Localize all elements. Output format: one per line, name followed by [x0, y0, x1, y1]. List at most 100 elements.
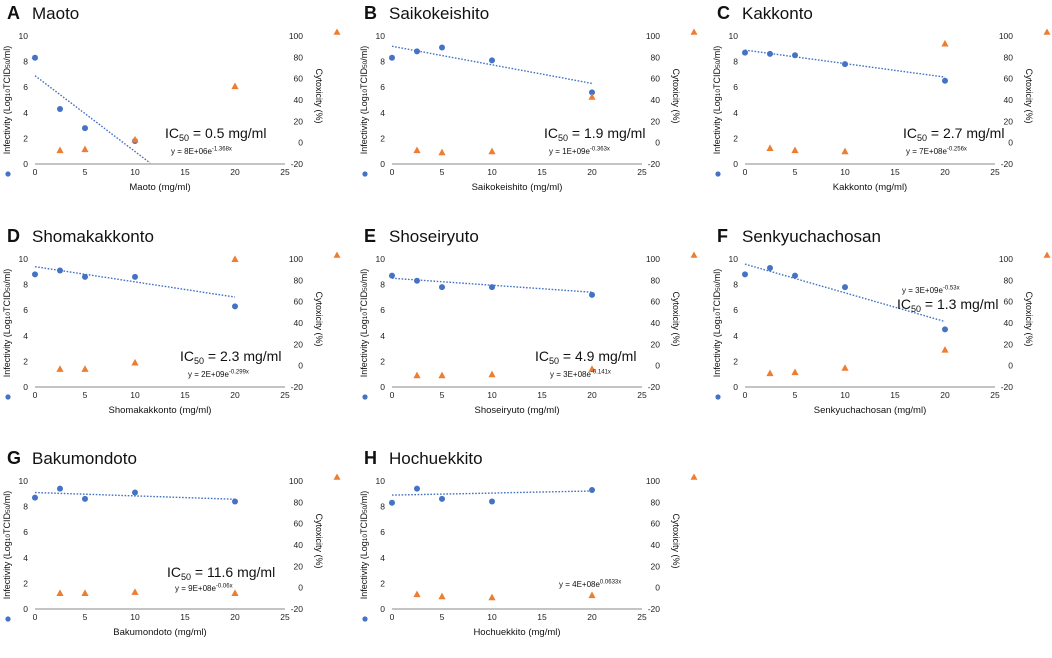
y-tick-label: 6 [380, 305, 385, 315]
y2-tick-label: 60 [651, 74, 661, 84]
y2-tick-label: 100 [646, 476, 660, 486]
y-tick-label: 6 [380, 82, 385, 92]
y2-tick-label: -20 [648, 382, 661, 392]
panel-letter: C [717, 3, 730, 23]
y-tick-label: 10 [376, 31, 386, 41]
cytotoxicity-point [766, 144, 774, 151]
triangle-marker-icon [1043, 251, 1051, 258]
y2-tick-label: 20 [294, 339, 304, 349]
x-tick-label: 0 [390, 167, 395, 177]
y-axis-label-part: Infectivity (Log [712, 319, 722, 377]
y-tick-label: 2 [23, 356, 28, 366]
y-axis-label-part: 50 [5, 505, 12, 513]
y2-tick-label: 40 [294, 540, 304, 550]
panel-letter: E [364, 226, 376, 246]
infectivity-point [439, 44, 445, 51]
infectivity-point [842, 284, 848, 291]
y2-tick-label: 20 [294, 561, 304, 571]
circle-marker-icon [362, 171, 368, 177]
y-tick-label: 4 [380, 553, 385, 563]
y2-tick-label: 0 [655, 138, 660, 148]
ic50-prefix: IC [897, 296, 911, 312]
infectivity-point [414, 48, 420, 55]
y2-tick-label: 80 [651, 497, 661, 507]
cytotoxicity-point [588, 93, 596, 100]
y-tick-label: 0 [380, 604, 385, 614]
x-axis-label: Saikokeishito (mg/ml) [472, 182, 563, 193]
y2-axis-label: Cytoxicity (%) [1024, 68, 1034, 123]
ic50-prefix: IC [167, 564, 181, 580]
ic50-prefix: IC [165, 125, 179, 141]
circle-marker-icon [362, 616, 368, 622]
y2-axis-label: Cytoxicity (%) [671, 68, 681, 123]
y2-tick-label: 60 [294, 519, 304, 529]
x-tick-label: 0 [390, 612, 395, 622]
cytotoxicity-point [413, 371, 421, 379]
x-tick-label: 5 [793, 167, 798, 177]
y-tick-label: 0 [380, 159, 385, 169]
triangle-marker-icon [1043, 28, 1051, 35]
y-axis-label-part: 50 [362, 283, 369, 291]
y2-tick-label: 0 [655, 583, 660, 593]
x-axis-label: Bakumondoto (mg/ml) [113, 627, 206, 638]
infectivity-point [57, 267, 63, 274]
y-tick-label: 0 [380, 382, 385, 392]
infectivity-point [439, 495, 445, 502]
y2-tick-label: 80 [1004, 275, 1014, 285]
y2-tick-label: 60 [1004, 74, 1014, 84]
x-axis-label: Shoseiryuto (mg/ml) [475, 405, 560, 416]
y-tick-label: 8 [23, 502, 28, 512]
y2-tick-label: 80 [294, 52, 304, 62]
infectivity-point [439, 284, 445, 291]
y-axis-label-part: Infectivity (Log [2, 96, 12, 154]
y-tick-label: 4 [733, 108, 738, 118]
y-tick-label: 6 [733, 82, 738, 92]
x-tick-label: 15 [537, 612, 547, 622]
x-tick-label: 10 [130, 390, 140, 400]
y-tick-label: 0 [23, 382, 28, 392]
cytotoxicity-point [841, 147, 849, 155]
y-axis-label-part: TCID [359, 512, 369, 533]
x-axis-label: Shomakakkonto (mg/ml) [109, 405, 212, 416]
trend-line [391, 45, 593, 85]
ic50-prefix: IC [535, 348, 549, 364]
infectivity-point [82, 125, 88, 132]
infectivity-point [489, 57, 495, 64]
x-axis-label: Hochuekkito (mg/ml) [473, 627, 560, 638]
fit-equation-base: y = 2E+09e [188, 370, 229, 379]
panel-title: Hochuekkito [389, 449, 483, 468]
infectivity-point [767, 264, 773, 271]
x-tick-label: 25 [280, 167, 290, 177]
cytotoxicity-point [791, 146, 799, 154]
x-tick-label: 0 [743, 167, 748, 177]
panel-d: D Shomakakkonto 0 2 4 6 8 10 -20 0 20 40 60 80 100 0 5 10… [2, 226, 341, 416]
y-axis-label-part: Infectivity (Log [359, 319, 369, 377]
y-tick-label: 8 [380, 57, 385, 67]
y-axis-label: Infectivity (Log10TCID50/ml) [712, 269, 722, 378]
panel-letter: F [717, 226, 728, 246]
ic50-prefix: IC [180, 348, 194, 364]
fit-equation: y = 3E+09e-0.53x [902, 286, 960, 296]
y-axis-label: Infectivity (Log10TCID50/ml) [359, 269, 369, 378]
fit-equation-base: y = 3E+08e [550, 370, 591, 379]
y-axis-label-part: 50 [362, 505, 369, 513]
y2-tick-label: 0 [298, 361, 303, 371]
infectivity-point [32, 54, 38, 61]
y-tick-label: 0 [23, 159, 28, 169]
y-tick-label: 8 [380, 502, 385, 512]
panel-title: Shoseiryuto [389, 227, 479, 246]
cytotoxicity-point [413, 146, 421, 154]
y-axis-label-part: /ml) [359, 46, 369, 61]
triangle-marker-icon [690, 251, 698, 258]
y2-tick-label: 0 [298, 583, 303, 593]
cytotoxicity-point [791, 368, 799, 376]
x-tick-label: 0 [33, 390, 38, 400]
y2-tick-label: 20 [1004, 339, 1014, 349]
infectivity-point [132, 273, 138, 280]
triangle-marker-icon [333, 473, 341, 480]
panel-letter: D [7, 226, 20, 246]
y-axis-label-part: TCID [712, 290, 722, 311]
circle-marker-icon [362, 394, 368, 400]
y-axis-label-part: Infectivity (Log [2, 541, 12, 599]
y-tick-label: 4 [23, 553, 28, 563]
